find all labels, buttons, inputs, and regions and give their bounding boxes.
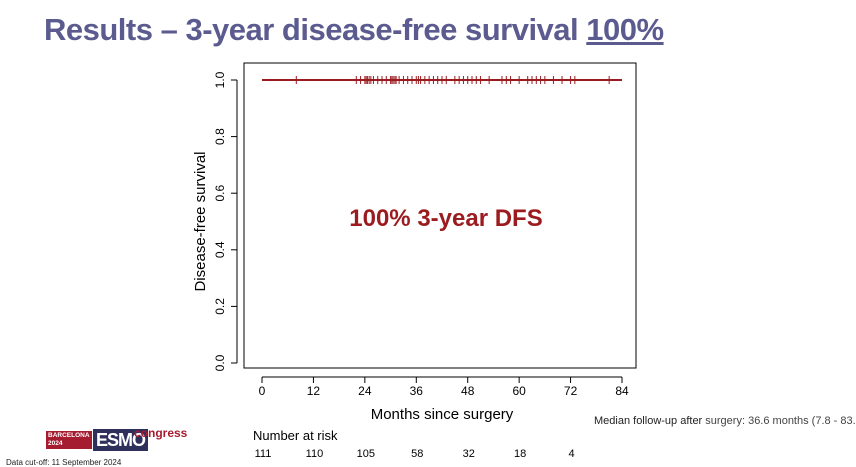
data-cutoff: Data cut-off: 11 September 2024 xyxy=(6,458,122,467)
esmo-logo: BARCELONA 2024 ESMO congress xyxy=(46,426,187,451)
number-at-risk-value: 110 xyxy=(305,448,324,460)
number-at-risk-value: 105 xyxy=(356,448,376,460)
y-tick-label: 1.0 xyxy=(213,71,227,88)
x-tick-label: 72 xyxy=(564,384,578,398)
followup-value: surgery: 36.6 months (7.8 - 83.4) xyxy=(705,415,856,427)
y-tick-label: 0.4 xyxy=(213,241,227,258)
title-prefix: Results – 3-year disease-free survival xyxy=(44,12,587,47)
y-axis-label: Disease-free survival xyxy=(192,151,209,291)
number-at-risk-label: Number at risk xyxy=(253,428,338,443)
x-tick-label: 48 xyxy=(461,384,475,398)
number-at-risk-value: 111 xyxy=(254,448,272,460)
x-axis-label: Months since surgery xyxy=(371,406,514,423)
followup-prefix: Median follow-up after xyxy=(594,415,706,427)
number-at-risk-value: 32 xyxy=(462,448,475,460)
x-tick-label: 24 xyxy=(358,384,372,398)
title-highlight: 100% xyxy=(586,12,664,47)
x-tick-label: 36 xyxy=(410,384,424,398)
y-tick-label: 0.0 xyxy=(213,354,227,371)
number-at-risk-value: 18 xyxy=(514,448,527,460)
x-tick-label: 12 xyxy=(307,384,321,398)
dfs-annotation: 100% 3-year DFS xyxy=(349,205,542,232)
y-tick-label: 0.6 xyxy=(213,185,227,202)
number-at-risk-value: 58 xyxy=(411,448,424,460)
logo-congress: congress xyxy=(134,426,188,440)
number-at-risk-value: 4 xyxy=(568,448,575,460)
x-tick-label: 60 xyxy=(512,384,526,398)
slide-title: Results – 3-year disease-free survival 1… xyxy=(44,12,664,48)
y-tick-label: 0.8 xyxy=(213,128,227,145)
median-followup: Median follow-up after surgery: 36.6 mon… xyxy=(594,415,856,427)
y-tick-label: 0.2 xyxy=(213,298,227,315)
logo-city: BARCELONA 2024 xyxy=(46,431,92,449)
plot-frame xyxy=(243,62,637,369)
x-tick-label: 84 xyxy=(615,384,629,398)
x-tick-label: 0 xyxy=(259,384,266,398)
logo-brand: ESMO xyxy=(93,429,149,451)
